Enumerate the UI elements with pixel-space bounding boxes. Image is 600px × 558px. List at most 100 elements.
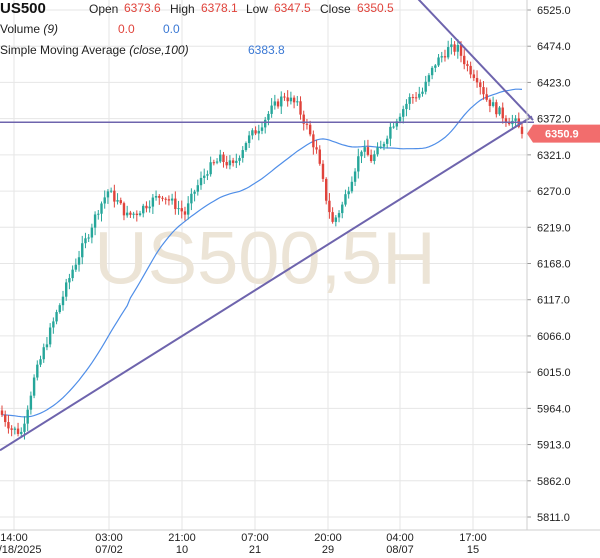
candle-body bbox=[514, 118, 517, 121]
candle-body bbox=[437, 57, 440, 66]
drawing-lines[interactable] bbox=[0, 0, 534, 452]
candle-body bbox=[93, 214, 97, 228]
candle-body bbox=[4, 414, 7, 423]
candle-body bbox=[206, 174, 209, 176]
x-tick-label-time: 21:00 bbox=[168, 532, 196, 544]
candle-body bbox=[446, 47, 450, 58]
candle-body bbox=[341, 204, 344, 214]
candle-body bbox=[453, 44, 456, 52]
candle-body bbox=[424, 81, 427, 92]
candle-body bbox=[456, 45, 460, 52]
candle-body bbox=[440, 56, 443, 58]
candle-body bbox=[151, 197, 155, 207]
x-tick-label-date: 21 bbox=[249, 544, 261, 556]
candle-body bbox=[116, 200, 119, 202]
candle-body bbox=[61, 296, 65, 306]
candle-body bbox=[331, 212, 334, 222]
candle-body bbox=[158, 196, 161, 198]
candle-body bbox=[495, 102, 498, 115]
candle-body bbox=[369, 154, 373, 162]
candle-body bbox=[296, 101, 299, 103]
candle-body bbox=[235, 160, 238, 163]
y-tick-label: 5811.0 bbox=[537, 512, 570, 524]
x-tick-label-time: 03:00 bbox=[95, 532, 123, 544]
y-tick-label: 5913.0 bbox=[537, 440, 571, 452]
candle-body bbox=[135, 213, 139, 216]
candle-body bbox=[360, 151, 363, 157]
x-tick-label-time: 14:00 bbox=[0, 532, 28, 544]
candle-body bbox=[203, 175, 206, 178]
candle-body bbox=[328, 200, 331, 213]
candle-body bbox=[10, 428, 13, 430]
candle-body bbox=[132, 213, 135, 215]
candle-body bbox=[344, 194, 347, 205]
candle-body bbox=[430, 67, 434, 76]
price-badge-text: 6350.9 bbox=[545, 129, 579, 141]
candle-body bbox=[209, 162, 212, 175]
candle-body bbox=[507, 122, 511, 125]
candle-body bbox=[215, 161, 219, 163]
candle-body bbox=[0, 410, 4, 415]
candle-body bbox=[392, 126, 395, 128]
candle-body bbox=[228, 160, 232, 166]
candle-body bbox=[315, 147, 318, 150]
candle-body bbox=[411, 97, 415, 99]
candle-body bbox=[113, 190, 116, 202]
candle-body bbox=[376, 147, 379, 155]
candle-body bbox=[347, 191, 350, 195]
x-tick-label-time: 07:00 bbox=[241, 532, 269, 544]
candle-body bbox=[20, 431, 23, 434]
candle-body bbox=[71, 269, 74, 279]
candle-body bbox=[125, 212, 129, 216]
candle-body bbox=[138, 213, 142, 216]
candle-body bbox=[254, 130, 257, 134]
candle-body bbox=[196, 185, 200, 192]
sma-polyline bbox=[1, 88, 523, 418]
x-tick-label-date: 10 bbox=[176, 544, 188, 556]
candle-body bbox=[450, 44, 453, 48]
candle-body bbox=[81, 243, 84, 258]
candle-body bbox=[97, 213, 100, 215]
candle-body bbox=[129, 212, 132, 215]
candle-body bbox=[485, 94, 488, 100]
candle-body bbox=[276, 101, 280, 107]
candle-body bbox=[283, 96, 286, 98]
candle-body bbox=[459, 45, 463, 56]
candle-body bbox=[90, 227, 94, 238]
candle-body bbox=[212, 162, 216, 164]
y-tick-label: 6117.0 bbox=[537, 295, 570, 307]
candle-body bbox=[257, 130, 260, 134]
candle-body bbox=[225, 161, 228, 166]
x-tick-label-date: 06/18/2025 bbox=[0, 544, 42, 556]
x-tick-label-time: 17:00 bbox=[459, 532, 487, 544]
candle-body bbox=[32, 377, 36, 396]
candle-body bbox=[421, 91, 424, 94]
candle-body bbox=[219, 154, 222, 162]
candle-body bbox=[318, 149, 321, 164]
candle-body bbox=[305, 123, 309, 125]
candle-body bbox=[443, 56, 447, 58]
y-tick-label: 5964.0 bbox=[537, 403, 571, 415]
price-axis[interactable]: 6525.0 6474.0 6423.0 6372.0 6321.0 6270.0 6219… bbox=[526, 0, 571, 530]
candle-body bbox=[142, 205, 145, 214]
candle-body bbox=[286, 97, 289, 102]
candle-body bbox=[148, 206, 151, 209]
candle-body bbox=[183, 211, 187, 215]
candle-body bbox=[13, 428, 17, 430]
candle-body bbox=[251, 130, 254, 136]
falling-trendline[interactable] bbox=[405, 0, 534, 121]
candle-body bbox=[174, 198, 177, 210]
x-tick-label-time: 04:00 bbox=[386, 532, 414, 544]
rising-trendline[interactable] bbox=[0, 115, 533, 452]
candlesticks bbox=[0, 37, 524, 440]
candle-body bbox=[312, 134, 315, 148]
candle-body bbox=[77, 257, 81, 265]
candle-body bbox=[353, 171, 357, 182]
candle-body bbox=[154, 196, 158, 198]
y-tick-label: 6423.0 bbox=[537, 77, 571, 89]
candle-body bbox=[308, 124, 312, 135]
candle-body bbox=[488, 99, 492, 106]
candle-body bbox=[264, 119, 267, 128]
